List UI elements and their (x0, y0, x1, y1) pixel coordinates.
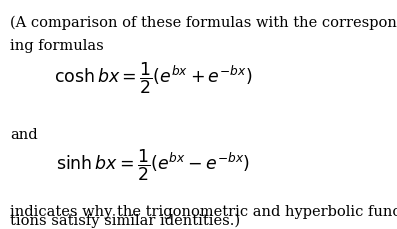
Text: $\cosh bx = \dfrac{1}{2}(e^{bx} + e^{-bx})$: $\cosh bx = \dfrac{1}{2}(e^{bx} + e^{-bx… (54, 61, 252, 96)
Text: (A comparison of these formulas with the correspond-: (A comparison of these formulas with the… (10, 16, 397, 30)
Text: indicates why the trigonometric and hyperbolic func-: indicates why the trigonometric and hype… (10, 205, 397, 219)
Text: $\sinh bx = \dfrac{1}{2}(e^{bx} - e^{-bx})$: $\sinh bx = \dfrac{1}{2}(e^{bx} - e^{-bx… (56, 148, 250, 183)
Text: tions satisfy similar identities.): tions satisfy similar identities.) (10, 213, 240, 228)
Text: ing formulas: ing formulas (10, 39, 104, 53)
Text: and: and (10, 128, 38, 142)
